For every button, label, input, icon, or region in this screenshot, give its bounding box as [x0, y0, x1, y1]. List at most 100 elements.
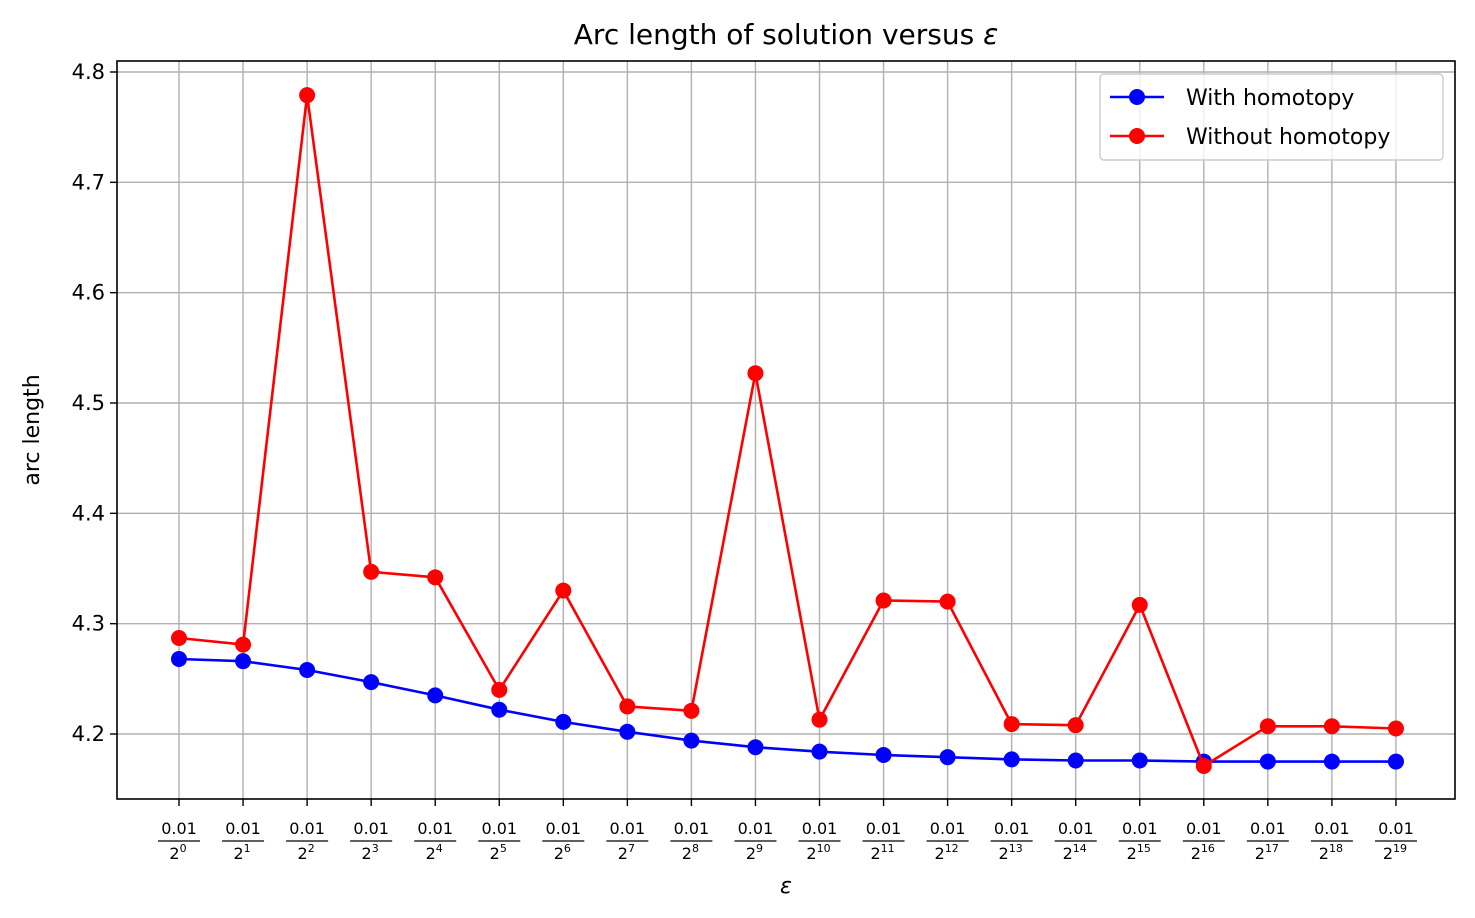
data-point — [1323, 753, 1340, 770]
legend-label: Without homotopy — [1186, 125, 1390, 150]
data-point — [235, 653, 252, 670]
x-tick-label: 0.01 219 — [1374, 819, 1417, 863]
y-axis-ticks: 4.2 4.3 4.4 4.5 4.6 4.7 4.8 — [72, 60, 117, 746]
x-tick-label: 0.01 28 — [670, 819, 713, 863]
x-tick-denominator: 217 — [1255, 842, 1279, 863]
data-point — [939, 593, 956, 610]
data-point — [811, 711, 828, 728]
data-point — [683, 702, 700, 719]
data-point — [235, 636, 252, 653]
data-point — [299, 87, 316, 104]
x-tick-numerator: 0.01 — [1122, 819, 1158, 838]
y-tick-label: 4.4 — [72, 501, 105, 525]
x-tick-denominator: 21 — [233, 842, 250, 863]
data-point — [1003, 716, 1020, 733]
legend-frame — [1099, 73, 1444, 161]
x-tick-numerator: 0.01 — [1186, 819, 1222, 838]
data-point — [1387, 720, 1404, 737]
x-tick-label: 0.01 215 — [1118, 819, 1161, 863]
x-tick-numerator: 0.01 — [161, 819, 197, 838]
chart-title: Arc length of solution versus ε — [574, 18, 998, 51]
x-tick-numerator: 0.01 — [802, 819, 838, 838]
x-tick-label: 0.01 213 — [990, 819, 1033, 863]
y-tick-label: 4.6 — [72, 281, 105, 305]
x-tick-label: 0.01 24 — [414, 819, 457, 863]
x-axis-ticks: 0.01200.01210.01220.01230.01240.01250.01… — [158, 799, 1417, 863]
series-2 — [171, 87, 1404, 774]
x-tick-denominator: 211 — [870, 842, 894, 863]
y-tick-label: 4.3 — [72, 612, 105, 636]
data-point — [1131, 752, 1148, 769]
data-point — [427, 687, 444, 704]
x-tick-numerator: 0.01 — [994, 819, 1030, 838]
x-tick-label: 0.01 211 — [862, 819, 905, 863]
plot-series — [171, 87, 1404, 774]
data-point — [171, 630, 187, 647]
legend: With homotopy Without homotopy — [1099, 73, 1444, 161]
data-point — [1259, 753, 1276, 770]
data-point — [811, 743, 828, 760]
x-tick-label: 0.01 20 — [158, 819, 200, 863]
legend-item: Without homotopy — [1110, 125, 1390, 150]
x-tick-numerator: 0.01 — [417, 819, 453, 838]
data-point — [1067, 717, 1084, 734]
x-tick-label: 0.01 218 — [1310, 819, 1353, 863]
x-tick-numerator: 0.01 — [1250, 819, 1286, 838]
legend-marker — [1129, 128, 1145, 144]
x-tick-label: 0.01 216 — [1182, 819, 1225, 863]
x-tick-denominator: 22 — [298, 842, 315, 863]
x-tick-numerator: 0.01 — [353, 819, 389, 838]
data-point — [747, 365, 764, 382]
plot-frame — [116, 60, 1456, 800]
x-tick-denominator: 215 — [1127, 842, 1151, 863]
x-tick-label: 0.01 29 — [734, 819, 777, 863]
y-tick-label: 4.5 — [72, 391, 105, 415]
x-tick-numerator: 0.01 — [866, 819, 902, 838]
data-point — [555, 582, 572, 599]
x-tick-denominator: 27 — [618, 842, 635, 863]
legend-label: With homotopy — [1186, 86, 1354, 111]
data-point — [363, 563, 380, 580]
data-point — [427, 569, 444, 586]
series-line — [178, 93, 1397, 768]
x-tick-denominator: 218 — [1319, 842, 1343, 863]
y-axis-label: arc length — [20, 374, 45, 485]
legend-item: With homotopy — [1110, 86, 1354, 111]
data-point — [875, 592, 892, 609]
data-point — [939, 749, 956, 766]
x-tick-denominator: 219 — [1383, 842, 1407, 863]
x-tick-label: 0.01 22 — [286, 819, 329, 863]
data-point — [619, 723, 636, 740]
series-1 — [171, 650, 1404, 770]
x-tick-numerator: 0.01 — [1058, 819, 1094, 838]
x-tick-denominator: 29 — [746, 842, 763, 863]
data-point — [1067, 752, 1084, 769]
x-tick-label: 0.01 217 — [1246, 819, 1289, 863]
data-point — [299, 662, 316, 679]
x-tick-label: 0.01 23 — [350, 819, 393, 863]
data-point — [555, 713, 572, 730]
data-point — [1387, 753, 1404, 770]
x-tick-label: 0.01 25 — [478, 819, 521, 863]
x-tick-numerator: 0.01 — [930, 819, 966, 838]
data-point — [363, 674, 380, 691]
x-tick-denominator: 20 — [169, 842, 186, 863]
data-point — [683, 732, 700, 749]
data-point — [1131, 596, 1148, 613]
x-tick-numerator: 0.01 — [610, 819, 646, 838]
data-point — [171, 650, 187, 667]
data-point — [1323, 718, 1340, 735]
data-point — [1003, 751, 1020, 768]
x-tick-numerator: 0.01 — [1378, 819, 1414, 838]
x-tick-numerator: 0.01 — [674, 819, 710, 838]
x-tick-denominator: 213 — [999, 842, 1023, 863]
x-tick-denominator: 28 — [682, 842, 699, 863]
x-tick-denominator: 210 — [806, 842, 830, 863]
x-tick-label: 0.01 26 — [542, 819, 585, 863]
x-tick-denominator: 26 — [554, 842, 571, 863]
y-tick-label: 4.2 — [72, 722, 105, 746]
x-tick-label: 0.01 21 — [222, 819, 265, 863]
data-point — [491, 681, 508, 698]
x-tick-denominator: 24 — [426, 842, 443, 863]
